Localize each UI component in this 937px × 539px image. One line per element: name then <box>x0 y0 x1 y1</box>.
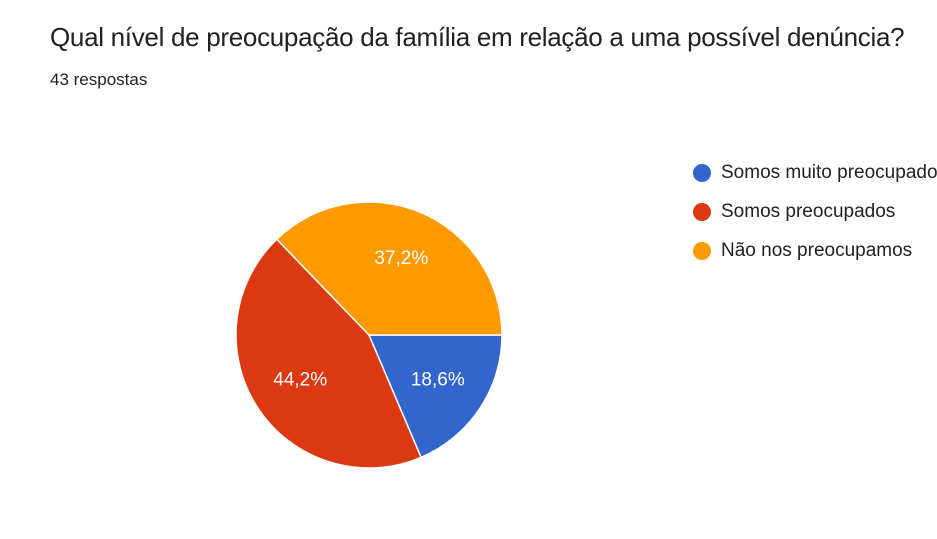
legend-label: Não nos preocupamos <box>721 239 913 261</box>
legend-label: Somos preocupados <box>721 200 896 222</box>
slice-value-label: 18,6% <box>411 370 465 391</box>
legend-swatch-icon <box>693 202 711 221</box>
legend-item[interactable]: Somos preocupados <box>693 192 937 231</box>
pie-slice-muito-preocupados[interactable] <box>367 334 503 459</box>
slice-value-label: 44,2% <box>273 370 327 391</box>
legend-swatch-icon <box>693 241 711 260</box>
response-count: 43 respostas <box>50 70 148 89</box>
legend-label: Somos muito preocupados <box>721 161 937 183</box>
slice-value-label: 37,2% <box>374 248 428 269</box>
chart-legend: Somos muito preocupados Somos preocupado… <box>693 153 937 270</box>
legend-swatch-icon <box>693 163 711 182</box>
pie-slice-preocupados[interactable] <box>235 238 423 469</box>
question-title: Qual nível de preocupação da família em … <box>50 22 905 52</box>
legend-item[interactable]: Não nos preocupamos <box>693 231 937 270</box>
pie-slice-nao-preocupamos[interactable] <box>275 201 503 336</box>
legend-item[interactable]: Somos muito preocupados <box>693 153 937 192</box>
